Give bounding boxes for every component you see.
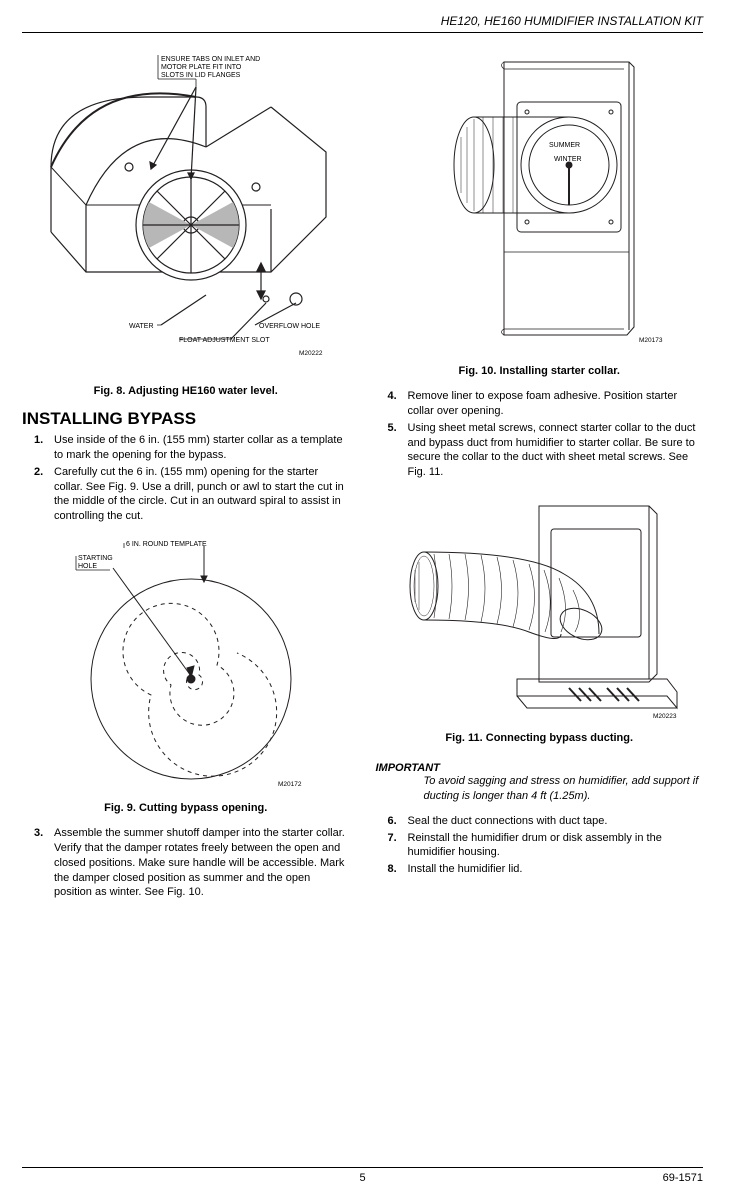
fig10-svg: SUMMER WINTER M20173 [399,47,679,357]
fig9-annot-template: 6 IN. ROUND TEMPLATE [126,541,207,548]
step-item: 8.Install the humidifier lid. [388,862,704,877]
step-number: 3. [34,826,54,900]
fig9-caption: Fig. 9. Cutting bypass opening. [104,802,267,814]
fig9-annot-start2: HOLE [78,563,97,570]
fig11-code: M20223 [653,713,677,720]
page-footer: 5 69-1571 [22,1167,703,1184]
step-item: 1.Use inside of the 6 in. (155 mm) start… [34,433,350,463]
step-number: 7. [388,831,408,861]
fig8-annot-water: WATER [129,323,154,330]
right-steps-a: 4.Remove liner to expose foam adhesive. … [376,389,704,480]
step-item: 7.Reinstall the humidifier drum or disk … [388,831,704,861]
important-body: To avoid sagging and stress on humidifie… [376,774,704,804]
content-columns: ENSURE TABS ON INLET AND MOTOR PLATE FIT… [22,47,703,902]
step-item: 6.Seal the duct connections with duct ta… [388,814,704,829]
step-number: 1. [34,433,54,463]
fig8-caption: Fig. 8. Adjusting HE160 water level. [94,385,278,397]
step-text: Assemble the summer shutoff damper into … [54,826,350,900]
step-number: 6. [388,814,408,829]
fig8-annot-float: FLOAT ADJUSTMENT SLOT [179,337,270,344]
figure-9: 6 IN. ROUND TEMPLATE STARTING HOLE M2017… [22,534,350,826]
fig10-winter: WINTER [554,156,582,163]
step-text: Using sheet metal screws, connect starte… [408,421,704,480]
step-text: Seal the duct connections with duct tape… [408,814,704,829]
step-text: Carefully cut the 6 in. (155 mm) opening… [54,465,350,524]
step-text: Remove liner to expose foam adhesive. Po… [408,389,704,419]
fig8-svg: ENSURE TABS ON INLET AND MOTOR PLATE FIT… [31,47,341,377]
fig8-annot-top: ENSURE TABS ON INLET AND MOTOR PLATE FIT… [161,56,262,79]
fig10-code: M20173 [639,337,663,344]
step-number: 8. [388,862,408,877]
doc-number: 69-1571 [663,1172,703,1184]
step-number: 2. [34,465,54,524]
section-heading: INSTALLING BYPASS [22,409,350,429]
step-item: 2.Carefully cut the 6 in. (155 mm) openi… [34,465,350,524]
page-number: 5 [359,1172,365,1184]
step-text: Use inside of the 6 in. (155 mm) starter… [54,433,350,463]
fig9-annot-start1: STARTING [78,555,113,562]
fig8-annot-overflow: OVERFLOW HOLE [259,323,320,330]
page-header: HE120, HE160 HUMIDIFIER INSTALLATION KIT [22,14,703,33]
figure-10: SUMMER WINTER M20173 Fig. 10. Installing… [376,47,704,389]
fig11-caption: Fig. 11. Connecting bypass ducting. [445,732,633,744]
step-text: Install the humidifier lid. [408,862,704,877]
fig11-svg: M20223 [389,494,689,724]
step-number: 4. [388,389,408,419]
figure-8: ENSURE TABS ON INLET AND MOTOR PLATE FIT… [22,47,350,409]
fig10-summer: SUMMER [549,142,580,149]
step-item: 4.Remove liner to expose foam adhesive. … [388,389,704,419]
left-column: ENSURE TABS ON INLET AND MOTOR PLATE FIT… [22,47,350,902]
step-text: Reinstall the humidifier drum or disk as… [408,831,704,861]
important-head: IMPORTANT [376,762,704,774]
fig8-code: M20222 [299,350,323,357]
step-number: 5. [388,421,408,480]
right-column: SUMMER WINTER M20173 Fig. 10. Installing… [376,47,704,902]
right-steps-b: 6.Seal the duct connections with duct ta… [376,814,704,877]
figure-11: M20223 Fig. 11. Connecting bypass ductin… [376,494,704,756]
fig9-code: M20172 [278,781,302,788]
step-item: 5.Using sheet metal screws, connect star… [388,421,704,480]
fig10-caption: Fig. 10. Installing starter collar. [459,365,620,377]
left-steps-1: 1.Use inside of the 6 in. (155 mm) start… [22,433,350,524]
fig9-svg: 6 IN. ROUND TEMPLATE STARTING HOLE M2017… [56,534,316,794]
step-item: 3.Assemble the summer shutoff damper int… [34,826,350,900]
left-steps-2: 3.Assemble the summer shutoff damper int… [22,826,350,900]
